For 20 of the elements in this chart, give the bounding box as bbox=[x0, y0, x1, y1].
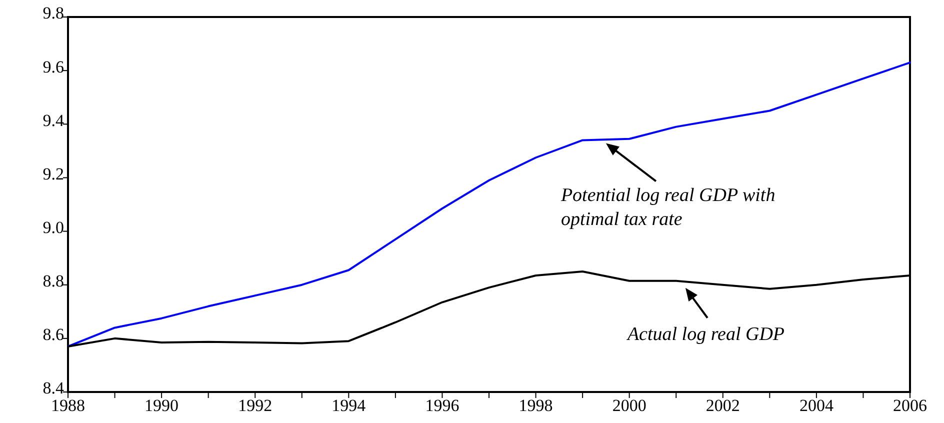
x-tick-label: 1994 bbox=[332, 396, 366, 416]
y-tick-label: 8.8 bbox=[42, 272, 64, 291]
y-tick-label: 9.6 bbox=[42, 57, 64, 76]
x-tick-label: 2002 bbox=[706, 396, 740, 416]
y-tick-label: 9.0 bbox=[42, 218, 64, 237]
y-tick-label: 8.4 bbox=[42, 378, 64, 398]
y-tick-label: 9.8 bbox=[42, 4, 64, 23]
x-tick-label: 1996 bbox=[425, 396, 460, 416]
x-tick-label: 2000 bbox=[612, 396, 646, 416]
y-tick-label: 9.4 bbox=[42, 110, 64, 130]
annotation: Potential log real GDP with optimal tax rate bbox=[560, 185, 776, 230]
x-tick-label: 2006 bbox=[893, 396, 927, 416]
y-tick-label: 9.2 bbox=[42, 164, 64, 184]
x-tick-label: 1992 bbox=[238, 396, 272, 416]
annotation: Actual log real GDP bbox=[625, 324, 785, 345]
x-tick-label: 2004 bbox=[799, 396, 834, 416]
y-tick-label: 8.6 bbox=[42, 325, 64, 344]
x-tick-label: 1988 bbox=[51, 396, 85, 416]
x-tick-label: 1998 bbox=[518, 396, 553, 416]
x-tick-label: 1990 bbox=[144, 396, 179, 416]
